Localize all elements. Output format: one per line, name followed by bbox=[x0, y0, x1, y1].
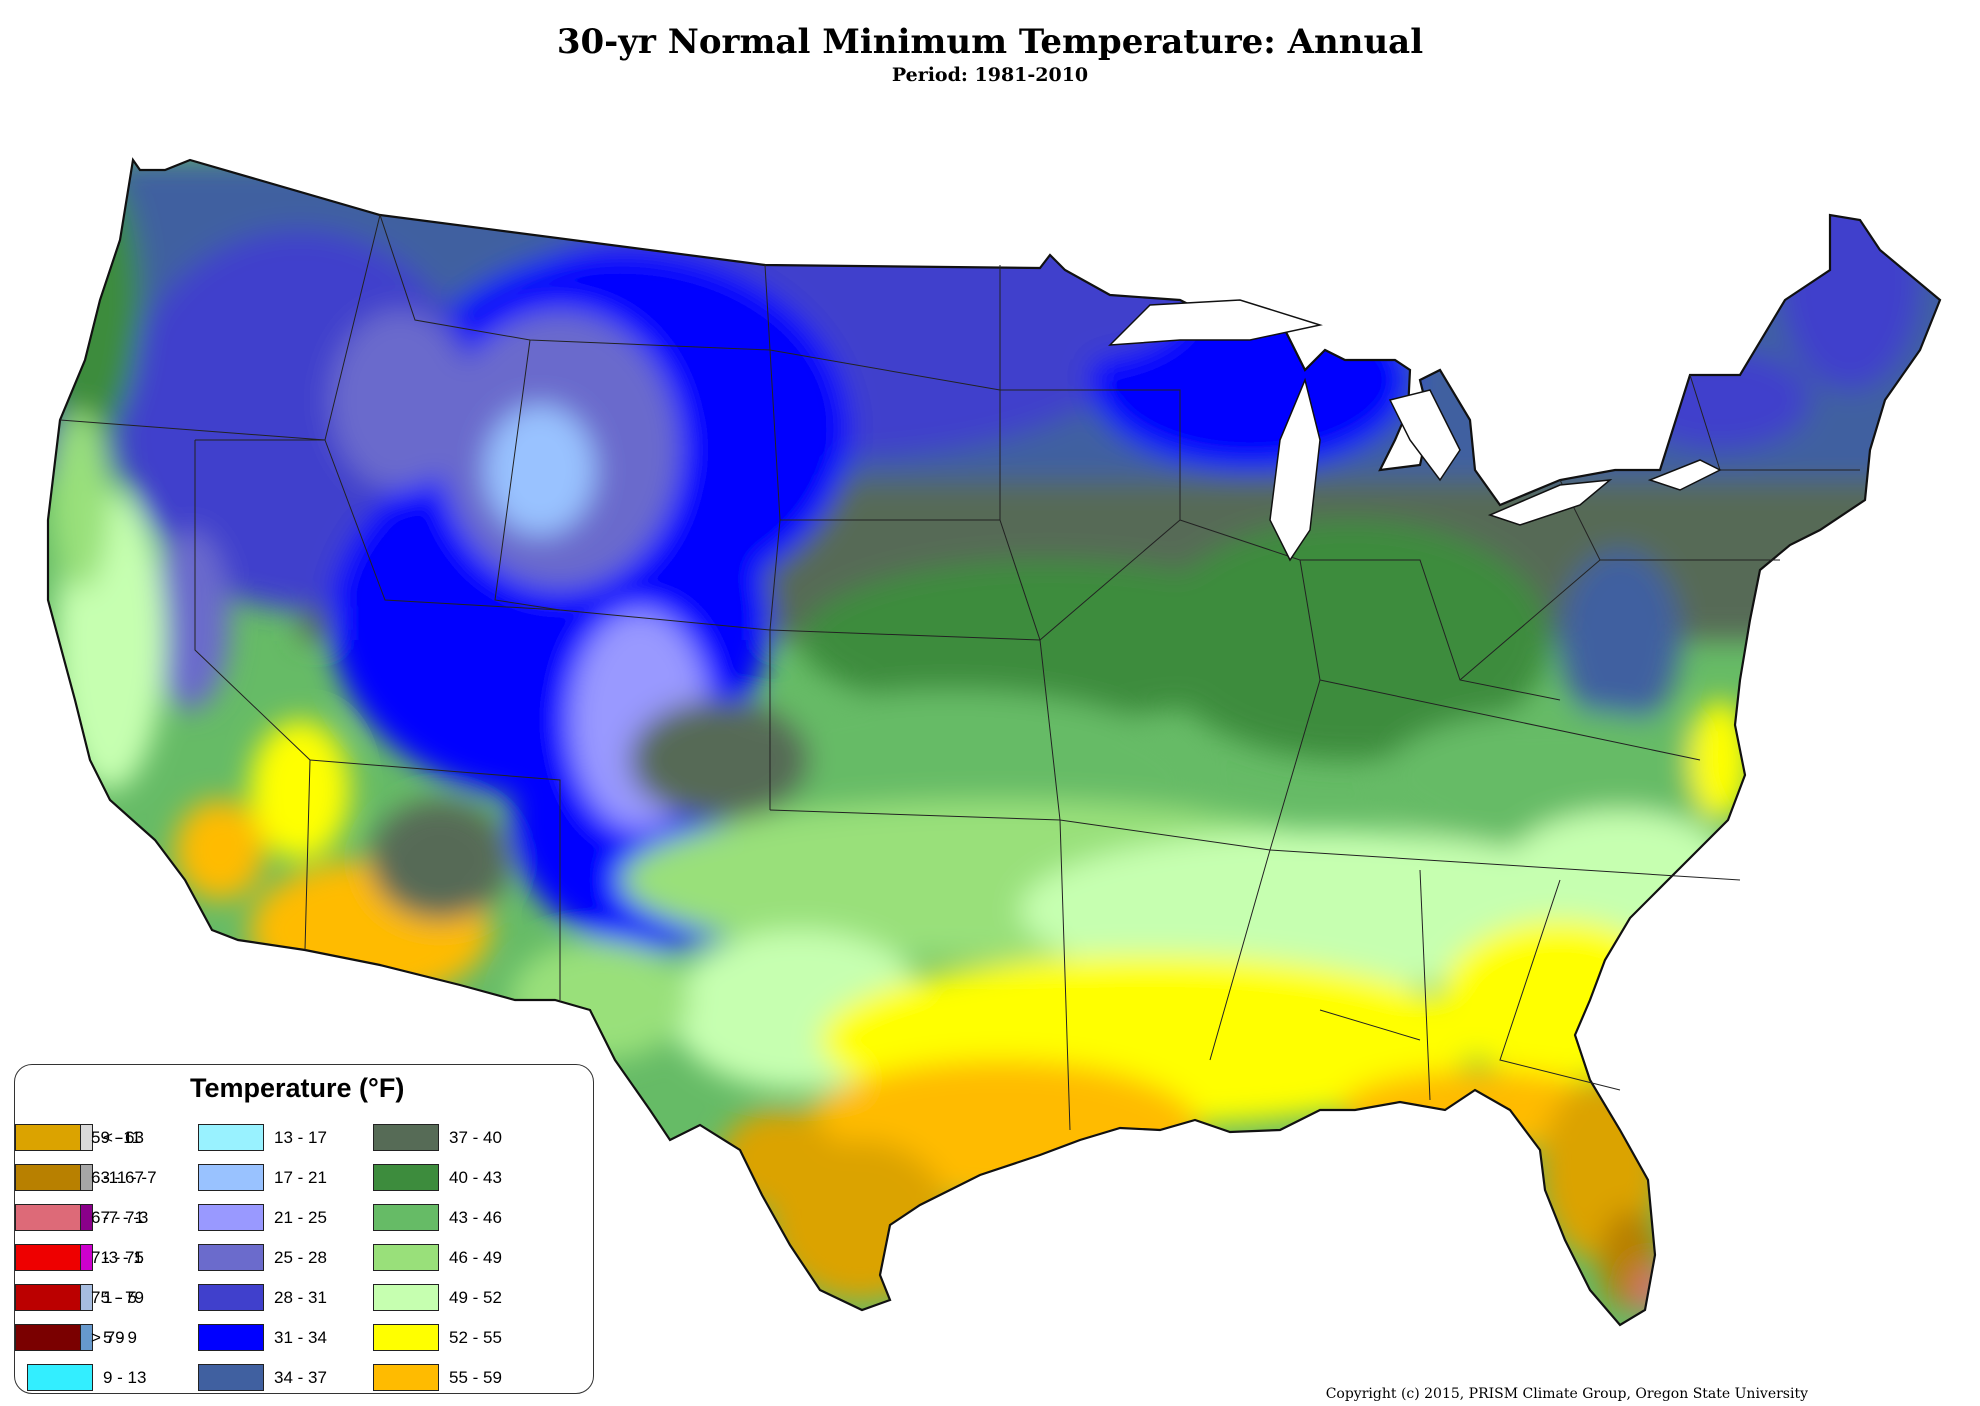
legend-item: 49 - 52 bbox=[373, 1283, 502, 1312]
legend-label: 63 - 67 bbox=[91, 1167, 144, 1187]
legend-label: 52 - 55 bbox=[449, 1327, 502, 1347]
legend-item: 52 - 55 bbox=[373, 1323, 502, 1352]
legend-item: 63 - 67 bbox=[15, 1163, 144, 1192]
legend-item: 37 - 40 bbox=[373, 1123, 502, 1152]
legend-item: 40 - 43 bbox=[373, 1163, 502, 1192]
legend-item: 75 - 79 bbox=[15, 1283, 144, 1312]
legend-item: 21 - 25 bbox=[198, 1203, 327, 1232]
legend-item: 43 - 46 bbox=[373, 1203, 502, 1232]
legend-swatch bbox=[373, 1324, 439, 1351]
legend-label: -7 - -3 bbox=[103, 1207, 149, 1227]
great-lakes bbox=[1108, 299, 1722, 562]
legend-label: 67 - 71 bbox=[91, 1207, 144, 1227]
legend-swatch bbox=[198, 1284, 264, 1311]
legend-swatch bbox=[198, 1164, 264, 1191]
legend-label: 25 - 28 bbox=[274, 1247, 327, 1267]
legend-label: 31 - 34 bbox=[274, 1327, 327, 1347]
legend-label: 1 - 5 bbox=[103, 1287, 138, 1307]
legend-label: 34 - 37 bbox=[274, 1367, 327, 1387]
legend-item: 31 - 34 bbox=[198, 1323, 327, 1352]
legend-swatch bbox=[198, 1204, 264, 1231]
legend-swatch bbox=[198, 1244, 264, 1271]
legend-swatch bbox=[373, 1244, 439, 1271]
legend-title: Temperature (°F) bbox=[190, 1073, 405, 1103]
legend-item: 13 - 17 bbox=[198, 1123, 327, 1152]
legend-item: 34 - 37 bbox=[198, 1363, 327, 1392]
legend-label: 40 - 43 bbox=[449, 1167, 502, 1187]
legend-item: 25 - 28 bbox=[198, 1243, 327, 1272]
legend-label: 17 - 21 bbox=[274, 1167, 327, 1187]
legend: Temperature (°F) < -11 -11 - -7 -7 - -3 -3 … bbox=[14, 1064, 594, 1394]
legend-swatch bbox=[373, 1364, 439, 1391]
legend-swatch bbox=[27, 1364, 93, 1391]
copyright: Copyright (c) 2015, PRISM Climate Group,… bbox=[1325, 1386, 1808, 1402]
legend-swatch bbox=[15, 1124, 81, 1151]
legend-swatch bbox=[373, 1204, 439, 1231]
legend-label: 75 - 79 bbox=[91, 1287, 144, 1307]
legend-item: 28 - 31 bbox=[198, 1283, 327, 1312]
legend-swatch bbox=[15, 1164, 81, 1191]
legend-label: 49 - 52 bbox=[449, 1287, 502, 1307]
legend-label: 21 - 25 bbox=[274, 1207, 327, 1227]
legend-label: 5 - 9 bbox=[103, 1327, 138, 1347]
legend-label: 13 - 17 bbox=[274, 1127, 327, 1147]
legend-label: 71 - 75 bbox=[91, 1247, 144, 1267]
map-subtitle: Period: 1981-2010 bbox=[891, 64, 1089, 86]
legend-item: 59 - 63 bbox=[15, 1123, 144, 1152]
legend-label: 46 - 49 bbox=[449, 1247, 502, 1267]
map-title: 30-yr Normal Minimum Temperature: Annual bbox=[556, 22, 1424, 62]
legend-swatch bbox=[373, 1124, 439, 1151]
legend-swatch bbox=[15, 1284, 81, 1311]
legend-label: 9 - 13 bbox=[103, 1367, 147, 1387]
legend-swatch bbox=[373, 1164, 439, 1191]
legend-label: 43 - 46 bbox=[449, 1207, 502, 1227]
legend-item: 55 - 59 bbox=[373, 1363, 502, 1392]
legend-item: 9 - 13 bbox=[27, 1363, 146, 1392]
legend-item: 71 - 75 bbox=[15, 1243, 144, 1272]
legend-label: < -11 bbox=[103, 1127, 141, 1147]
legend-label: -3 - 1 bbox=[103, 1247, 143, 1267]
legend-swatch bbox=[15, 1244, 81, 1271]
legend-item: 67 - 71 bbox=[15, 1203, 144, 1232]
legend-label: 55 - 59 bbox=[449, 1367, 502, 1387]
legend-label: -11 - -7 bbox=[103, 1167, 157, 1187]
legend-swatch bbox=[198, 1124, 264, 1151]
state-boundaries bbox=[59, 214, 1860, 1131]
legend-swatch bbox=[15, 1324, 81, 1351]
legend-label: 28 - 31 bbox=[274, 1287, 327, 1307]
legend-swatch bbox=[198, 1364, 264, 1391]
legend-swatch bbox=[198, 1324, 264, 1351]
legend-label: 59 - 63 bbox=[91, 1127, 144, 1147]
legend-label: 37 - 40 bbox=[449, 1127, 502, 1147]
legend-swatch bbox=[373, 1284, 439, 1311]
legend-item: > 79 bbox=[15, 1323, 125, 1352]
legend-item: 46 - 49 bbox=[373, 1243, 502, 1272]
legend-item: 17 - 21 bbox=[198, 1163, 327, 1192]
legend-swatch bbox=[15, 1204, 81, 1231]
legend-label: > 79 bbox=[91, 1327, 125, 1347]
